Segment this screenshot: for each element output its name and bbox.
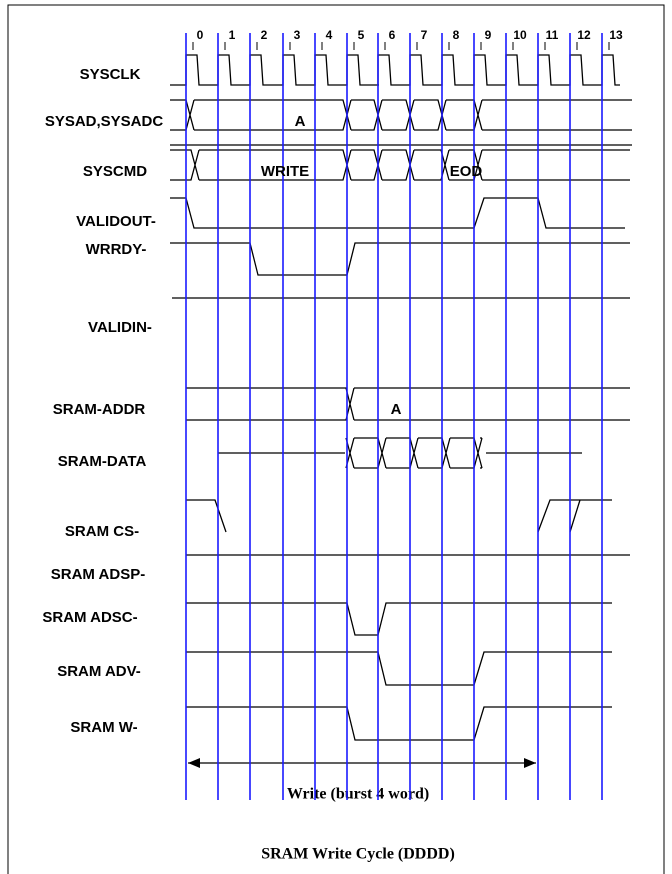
signal-name: SRAM-ADDR bbox=[53, 401, 146, 418]
title: SRAM Write Cycle (DDDD) bbox=[261, 846, 455, 863]
signal-name: VALIDOUT- bbox=[76, 213, 156, 230]
signal-name: SRAM ADV- bbox=[57, 663, 141, 680]
sysclk-wave bbox=[170, 54, 620, 86]
cycle-number: 11 bbox=[546, 28, 559, 42]
cycle-number: 7 bbox=[421, 28, 428, 42]
sram-addr-wave bbox=[186, 387, 630, 421]
signal-name: SRAM-DATA bbox=[58, 453, 147, 470]
frame bbox=[7, 4, 665, 874]
cycle-number: 5 bbox=[358, 28, 365, 42]
signal-name: SRAM ADSC- bbox=[42, 609, 137, 626]
syscmd-wave bbox=[170, 149, 630, 181]
cycle-number: 9 bbox=[485, 28, 492, 42]
sram-cs-wave bbox=[186, 499, 612, 533]
cycle-number: 13 bbox=[609, 28, 623, 42]
cycle-number: 6 bbox=[389, 28, 396, 42]
arrow-head bbox=[524, 758, 536, 768]
cycle-number: 0 bbox=[197, 28, 204, 42]
cycle-number: 8 bbox=[453, 28, 460, 42]
sysad-wave bbox=[170, 99, 632, 131]
sram-adsc-wave bbox=[186, 602, 612, 636]
annotation: A bbox=[391, 401, 402, 418]
annotation: WRITE bbox=[261, 163, 309, 180]
cycle-number: 10 bbox=[513, 28, 527, 42]
signal-name: WRRDY- bbox=[86, 241, 147, 258]
signal-name: SRAM ADSP- bbox=[51, 566, 145, 583]
sram-data-wave bbox=[345, 437, 483, 469]
validout-wave bbox=[170, 197, 625, 229]
cycle-number: 1 bbox=[229, 28, 236, 42]
waveforms bbox=[170, 54, 632, 768]
signal-name: VALIDIN- bbox=[88, 319, 152, 336]
span-label: Write (burst 4 word) bbox=[287, 786, 429, 803]
cycle-number: 12 bbox=[577, 28, 591, 42]
signal-name: SYSCMD bbox=[83, 163, 147, 180]
annotation: EOD bbox=[450, 163, 483, 180]
annotation: A bbox=[295, 113, 306, 130]
cycle-number: 4 bbox=[326, 28, 333, 42]
cycle-number: 3 bbox=[294, 28, 301, 42]
signal-name: SYSCLK bbox=[80, 66, 141, 83]
signal-name: SRAM W- bbox=[70, 719, 137, 736]
signal-name: SYSAD,SYSADC bbox=[45, 113, 164, 130]
arrow-head bbox=[188, 758, 200, 768]
wrrdy-wave bbox=[170, 242, 630, 276]
cycle-number: 2 bbox=[261, 28, 268, 42]
signal-name: SRAM CS- bbox=[65, 523, 139, 540]
